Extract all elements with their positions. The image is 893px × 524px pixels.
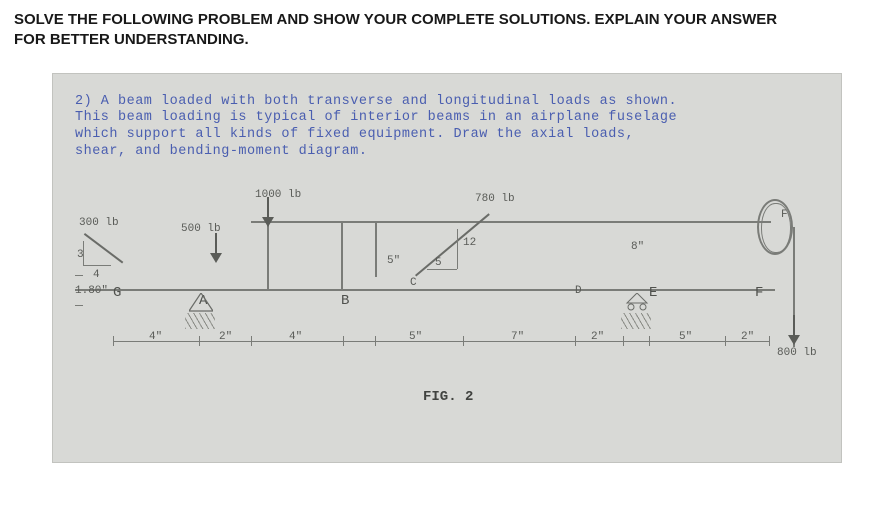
- tick: [575, 336, 576, 346]
- topdim-8: 8": [631, 241, 644, 253]
- node-B: B: [341, 293, 349, 309]
- tri-300-v: [83, 241, 84, 265]
- overhang-top: [75, 275, 83, 276]
- tick: [199, 336, 200, 346]
- problem-statement: 2) A beam loaded with both transverse an…: [75, 94, 819, 162]
- node-F: F: [755, 285, 763, 301]
- vec-780: [415, 213, 490, 276]
- overhang-label: 1.80": [75, 285, 108, 297]
- header-line1: SOLVE THE FOLLOWING PROBLEM AND SHOW YOU…: [14, 11, 777, 28]
- tri-780-h: [427, 269, 457, 270]
- figure-caption: FIG. 2: [423, 389, 473, 405]
- support-A: [189, 293, 213, 311]
- topdim-5: 5": [387, 255, 400, 267]
- tri-300-h: [83, 265, 111, 266]
- dim-2: 4": [289, 331, 302, 343]
- load-300: 300 lb: [79, 217, 119, 229]
- overhang-bot: [75, 305, 83, 306]
- dim-6: 5": [679, 331, 692, 343]
- tick: [649, 336, 650, 346]
- node-G: G: [113, 285, 121, 301]
- dim-4: 7": [511, 331, 524, 343]
- tick: [251, 336, 252, 346]
- load-800: 800 lb: [777, 347, 817, 359]
- node-D: D: [575, 285, 582, 297]
- tick: [343, 336, 344, 346]
- support-E: [625, 293, 649, 311]
- tri-4: 4: [93, 269, 100, 281]
- dim-7: 2": [741, 331, 754, 343]
- tick: [725, 336, 726, 346]
- tri-12: 12: [463, 237, 476, 249]
- tri-5: 5: [435, 257, 442, 269]
- v-B2: [375, 221, 377, 277]
- scanned-problem-area: 2) A beam loaded with both transverse an…: [52, 73, 842, 463]
- dim-1: 2": [219, 331, 232, 343]
- load-780: 780 lb: [475, 193, 515, 205]
- support-hatch-A: [185, 313, 215, 329]
- tick: [463, 336, 464, 346]
- v-B: [341, 221, 343, 289]
- dim-3: 5": [409, 331, 422, 343]
- support-hatch-E: [621, 313, 651, 329]
- arrow-800: [787, 315, 801, 347]
- instruction-header: SOLVE THE FOLLOWING PROBLEM AND SHOW YOU…: [14, 10, 879, 51]
- pulley-icon: [757, 199, 793, 255]
- node-C: C: [410, 277, 417, 289]
- tick: [375, 336, 376, 346]
- node-E: E: [649, 285, 657, 301]
- arrow-1000: [261, 197, 275, 229]
- tri-780-v: [457, 229, 458, 269]
- header-line2: FOR BETTER UNDERSTANDING.: [14, 31, 249, 48]
- arrow-500: [209, 233, 223, 265]
- dim-5: 2": [591, 331, 604, 343]
- tick: [113, 336, 114, 346]
- beam-axis: [75, 289, 775, 291]
- tick: [769, 336, 770, 346]
- beam-diagram: 300 lb 500 lb 1000 lb 780 lb 3 4 12 5 5"…: [75, 185, 815, 405]
- tick: [623, 336, 624, 346]
- dim-0: 4": [149, 331, 162, 343]
- beam-top-line: [251, 221, 771, 223]
- vec-300: [84, 233, 123, 263]
- dim-line: [113, 341, 769, 342]
